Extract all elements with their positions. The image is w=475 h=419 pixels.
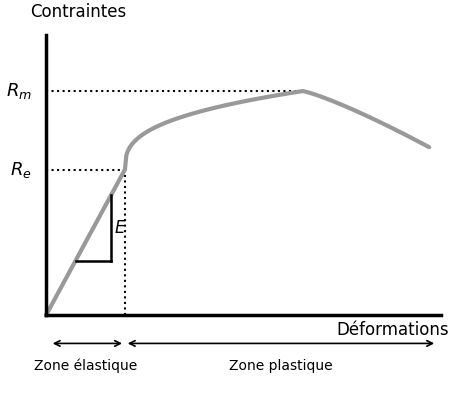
- Text: Zone élastique: Zone élastique: [34, 359, 137, 373]
- Text: $E$: $E$: [114, 219, 126, 237]
- Text: $R_m$: $R_m$: [6, 81, 32, 101]
- Text: Zone plastique: Zone plastique: [229, 359, 333, 373]
- Text: Contraintes: Contraintes: [30, 3, 126, 21]
- Text: Déformations: Déformations: [336, 321, 449, 339]
- Text: $R_e$: $R_e$: [10, 160, 32, 180]
